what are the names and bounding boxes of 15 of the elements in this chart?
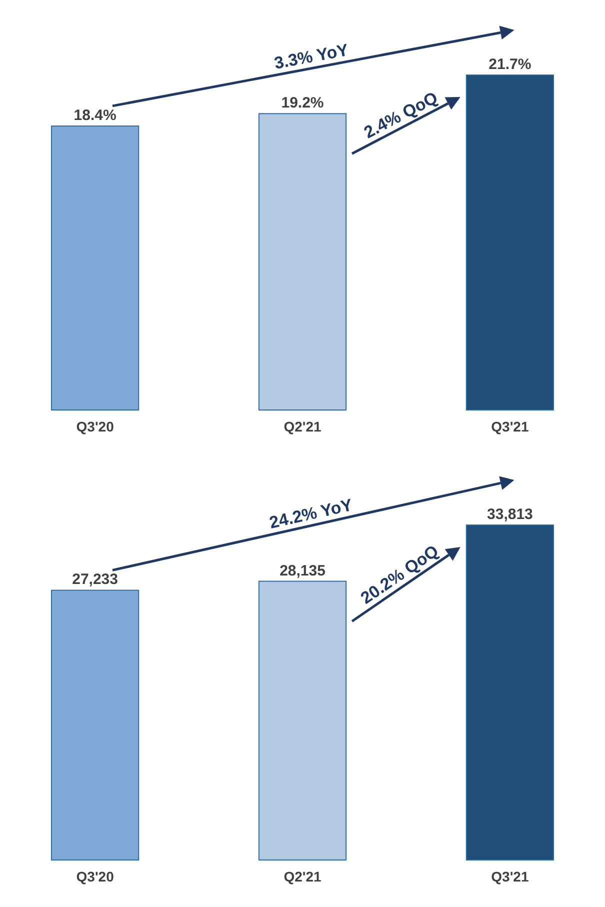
data-label: 19.2% [281, 94, 324, 112]
x-tick-label: Q3'21 [491, 418, 529, 434]
x-tick-label: Q2'21 [284, 868, 322, 884]
text: 3.3% YoY [272, 40, 350, 73]
annotation: 24.2% YoY [268, 495, 355, 532]
data-label: 21.7% [488, 56, 532, 73]
data-label: 27,233 [72, 571, 118, 588]
x-tick-label: Q2'21 [284, 418, 322, 434]
x-tick-label: Q3'20 [76, 418, 114, 434]
data-label: 33,813 [487, 506, 533, 523]
data-label: 18.4% [74, 106, 116, 124]
annotation: 2.4% QoQ [360, 88, 441, 142]
x-tick-label: Q3'20 [76, 868, 114, 884]
x-tick-label: Q3'21 [491, 868, 529, 884]
data-label: 28,135 [280, 562, 326, 580]
